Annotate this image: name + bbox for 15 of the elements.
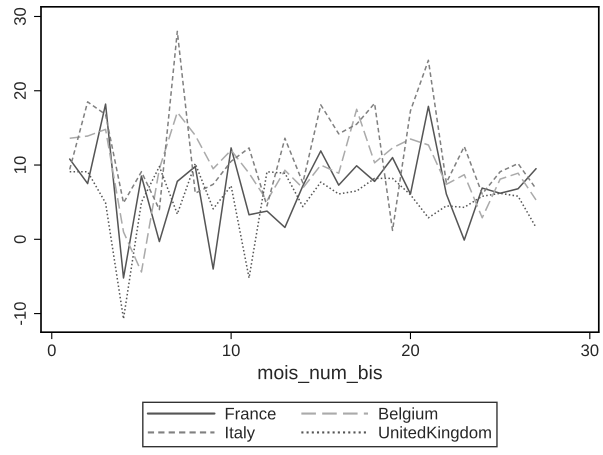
y-tick-label: 0 xyxy=(14,235,26,244)
y-tick-label: 30 xyxy=(14,8,26,26)
y-tick-label: 20 xyxy=(14,82,26,100)
y-tick-label: -10 xyxy=(14,302,26,325)
x-tick-label: 20 xyxy=(402,344,420,356)
legend-label: Italy xyxy=(226,426,256,442)
legend-label: UnitedKingdom xyxy=(379,426,491,442)
x-tick-label: 0 xyxy=(48,344,56,356)
x-axis-title: mois_num_bis xyxy=(258,365,382,384)
x-tick-label: 10 xyxy=(223,344,240,356)
legend-label: Belgium xyxy=(379,407,438,423)
y-tick-label: 10 xyxy=(14,156,26,174)
legend-label: France xyxy=(226,408,276,420)
x-tick-label: 30 xyxy=(581,344,598,356)
line-series xyxy=(68,30,537,232)
